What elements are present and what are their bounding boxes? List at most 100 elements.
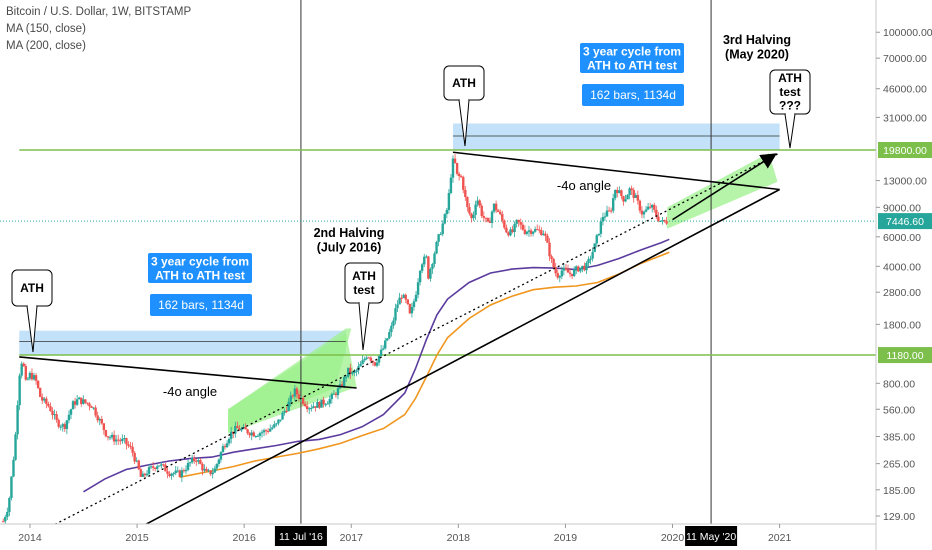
candle-body	[367, 357, 370, 359]
candle-body	[457, 173, 461, 177]
candle-body	[143, 473, 147, 476]
candle-body	[657, 216, 660, 221]
candle-body	[622, 196, 625, 202]
y-tick-label: 4000.00	[883, 261, 921, 273]
candle-body	[519, 222, 522, 225]
candle-body	[433, 253, 436, 265]
y-tick-label: 100000.00	[883, 27, 932, 39]
candle-body	[392, 320, 395, 326]
price-badge-label: 19800.00	[883, 145, 927, 157]
x-tick-label: 2019	[554, 532, 578, 544]
candle-body	[564, 267, 568, 270]
price-badge	[878, 347, 932, 364]
candle-body	[344, 376, 348, 378]
candle-body	[45, 398, 48, 404]
candle-body	[312, 406, 315, 408]
candle-body	[186, 463, 190, 470]
y-tick-label: 70000.00	[883, 53, 927, 65]
candle-body	[184, 469, 188, 472]
candle-body	[314, 406, 317, 408]
candle-body	[6, 511, 9, 517]
candle-body	[203, 468, 206, 471]
candle-body	[511, 229, 514, 232]
candle-body	[614, 189, 617, 199]
candle-body	[22, 363, 25, 367]
candle-body	[26, 378, 30, 380]
candle-body	[482, 215, 485, 218]
candle-body	[601, 216, 605, 222]
candle-body	[308, 408, 311, 410]
candle-body	[466, 197, 469, 208]
candle-body	[607, 210, 611, 212]
ma200-line	[179, 251, 670, 478]
price-badge-label: 1180.00	[886, 350, 923, 362]
candle-body	[119, 440, 122, 442]
candle-body	[554, 267, 557, 274]
candle-body	[285, 410, 288, 412]
candle-body	[166, 471, 169, 474]
candle-body	[112, 434, 116, 442]
candle-body	[655, 209, 658, 217]
candle-body	[663, 220, 666, 222]
y-tick-label: 185.00	[883, 485, 915, 497]
candle-body	[447, 192, 451, 211]
legend: Bitcoin / U.S. Dollar, 1W, BITSTAMP MA (…	[6, 4, 191, 55]
candle-body	[640, 210, 644, 215]
candle-body	[340, 384, 344, 387]
trendline-support	[136, 188, 780, 530]
candle-body	[100, 419, 103, 424]
candle-body	[377, 355, 381, 363]
bubble-text: ATH	[20, 281, 44, 295]
x-tick-label: 2014	[18, 532, 42, 544]
bars-callout-1-box	[150, 294, 252, 316]
candle-body	[484, 217, 488, 219]
candle-body	[443, 214, 446, 224]
candle-body	[326, 403, 329, 405]
candle-body	[542, 233, 545, 236]
candle-body	[486, 218, 490, 222]
green-channel	[667, 152, 778, 229]
candle-body	[36, 380, 40, 388]
y-tick-label: 2800.00	[883, 287, 921, 299]
candle-body	[53, 414, 56, 416]
candle-body	[273, 424, 276, 428]
bubble-text: ATH test	[352, 269, 376, 297]
candle-body	[324, 404, 327, 406]
candle-body	[108, 437, 112, 439]
candle-body	[303, 403, 307, 407]
candle-body	[269, 428, 272, 432]
candle-body	[28, 372, 32, 379]
y-tick-label: 46000.00	[883, 84, 927, 96]
candles	[2, 154, 668, 524]
candle-body	[589, 258, 592, 260]
candle-body	[20, 363, 23, 376]
levels	[0, 0, 876, 524]
bubble-pointer	[358, 302, 370, 351]
candle-body	[462, 177, 465, 190]
candle-body	[90, 406, 93, 408]
candle-body	[628, 188, 631, 196]
candle-body	[562, 267, 566, 271]
candle-body	[305, 406, 309, 410]
candle-body	[252, 432, 255, 437]
candle-body	[131, 446, 134, 453]
halving-date-label: 11 May '20	[686, 531, 736, 543]
candle-body	[371, 360, 375, 363]
candle-body	[205, 468, 208, 472]
legend-ma200: MA (200, close)	[6, 40, 86, 52]
candle-body	[12, 459, 15, 477]
candle-body	[219, 452, 223, 460]
candle-body	[488, 221, 492, 223]
candle-body	[609, 210, 613, 212]
candle-body	[279, 419, 282, 421]
candle-body	[445, 210, 449, 215]
halving-2-label: 2nd Halving (July 2016)	[314, 226, 385, 254]
candle-body	[96, 415, 99, 421]
candle-body	[151, 466, 155, 468]
candle-body	[78, 397, 81, 400]
y-tick-label: 800.00	[883, 378, 915, 390]
candle-body	[106, 436, 110, 438]
price-badge-label: 7446.60	[886, 216, 924, 228]
candle-body	[556, 273, 559, 278]
candle-body	[414, 294, 418, 302]
